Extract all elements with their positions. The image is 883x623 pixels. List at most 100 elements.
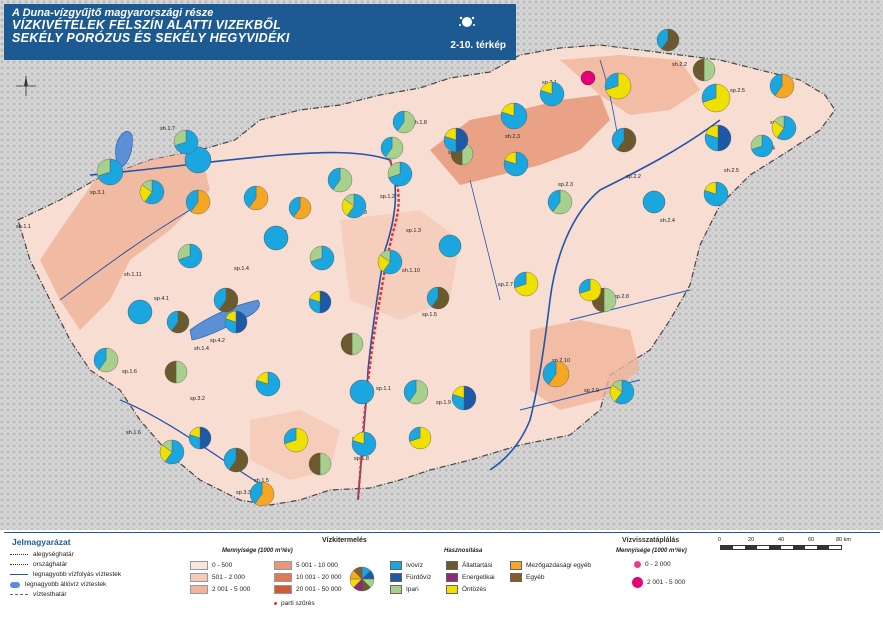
extraction-pie <box>309 245 335 271</box>
pie-slice <box>164 439 185 465</box>
pie-slice <box>293 196 312 220</box>
extraction-pie <box>184 146 212 174</box>
vizvissza-small-dot-icon <box>634 561 641 568</box>
legend-class-item: 0 - 500 <box>190 561 232 570</box>
pie-slice <box>397 110 416 134</box>
extraction-pie <box>769 73 795 99</box>
extraction-pie <box>380 136 404 160</box>
legend-class-label: 501 - 2 000 <box>212 574 245 581</box>
pie-slice <box>614 379 635 405</box>
extraction-pie <box>224 310 248 334</box>
pie-slice <box>352 431 365 445</box>
water-body-label: sp.1.9 <box>436 400 451 406</box>
vizvissza-big-dot-icon <box>632 577 643 588</box>
legend-line-label: víztesthatár <box>33 591 67 598</box>
pie-slice <box>514 271 539 297</box>
scale-bar: 0 20 40 60 80 km <box>718 537 860 555</box>
extraction-pie <box>327 167 353 193</box>
water-body-label: sp.4.2 <box>210 338 225 344</box>
pie-slice <box>548 360 570 388</box>
title-box: A Duna-vízgyűjtő magyarországi része VÍZ… <box>4 4 516 60</box>
water-body-label: sp.2.10 <box>552 358 570 364</box>
pie-slice <box>542 360 557 385</box>
extraction-pie <box>164 360 188 384</box>
pie-slice <box>353 566 363 580</box>
hasznositas-title: Hasznosítása <box>444 548 483 554</box>
vizkitermeles-mennyiseg: Mennyisége (1000 m³/év) <box>222 548 293 554</box>
pie-slice <box>185 189 199 212</box>
legend-class-item: 2 001 - 5 000 <box>190 585 250 594</box>
pie-slice <box>382 249 403 275</box>
legend-use-label: Fürdővíz <box>406 574 432 581</box>
extraction-pie <box>173 129 199 155</box>
lake-ferto <box>115 131 133 169</box>
water-body-label: sh.1.11 <box>124 272 142 278</box>
extraction-pie <box>503 151 529 177</box>
legend-class-label: 20 001 - 50 000 <box>296 586 342 593</box>
scale-tick-0: 0 <box>718 537 722 543</box>
pie-slice <box>703 58 716 82</box>
pie-slice <box>249 481 263 504</box>
extraction-pie <box>609 379 635 405</box>
region-mid-west <box>40 150 210 330</box>
region-high-north <box>430 95 610 185</box>
extraction-pie <box>403 379 429 405</box>
extraction-pie <box>177 243 203 269</box>
legend-use-label: Állattartási <box>462 562 493 569</box>
legend-use-swatch-icon <box>446 561 458 570</box>
pie-slice <box>776 115 797 141</box>
water-body-label: sp.3.3 <box>236 490 251 496</box>
extraction-pie <box>701 83 731 113</box>
legend-line-symbol-icon <box>10 564 28 565</box>
legend-class-item: 20 001 - 50 000 <box>274 585 342 594</box>
legend-use-swatch-icon <box>510 561 522 570</box>
legend-class-item: 501 - 2 000 <box>190 573 245 582</box>
extraction-pie <box>188 426 212 450</box>
legend-class-swatch-icon <box>190 561 208 570</box>
extraction-pie <box>578 278 602 302</box>
pie-slice <box>351 332 364 356</box>
extraction-pie <box>223 447 249 473</box>
river-zagyva <box>469 179 501 301</box>
pie-slice <box>283 427 297 444</box>
legend-sample-pie <box>349 566 375 592</box>
extraction-pie <box>249 481 275 507</box>
pie-slice <box>243 185 257 208</box>
extraction-pie <box>308 452 332 476</box>
pie-slice <box>604 72 619 91</box>
legend-use-label: Egyéb <box>526 574 545 581</box>
water-body-label: sh.1.10 <box>402 268 420 274</box>
extraction-pie <box>704 124 732 152</box>
pie-slice <box>579 278 602 302</box>
water-body-label: sp.1.1 <box>376 386 391 392</box>
pie-slice <box>408 426 421 442</box>
extraction-pie <box>387 161 413 187</box>
scale-tick-20: 20 <box>748 537 755 543</box>
water-body-label: sp.2.8 <box>614 294 629 300</box>
legend-line-item: országhatár <box>10 561 67 568</box>
legend-use-label: Mezőgazdasági egyéb <box>526 562 592 569</box>
extraction-pie <box>451 385 477 411</box>
extraction-pie <box>547 189 573 215</box>
legend-class-label: 0 - 500 <box>212 562 233 569</box>
extraction-pie <box>500 102 528 130</box>
water-body-label: sh.1.6 <box>126 430 141 436</box>
extraction-pies <box>93 28 797 507</box>
extraction-pie <box>604 72 632 100</box>
pie-slice <box>166 310 179 332</box>
pie-slice <box>164 360 177 384</box>
scale-tick-80: 80 km <box>836 537 851 543</box>
legend-use-label: Ivóvíz <box>406 562 423 569</box>
legend-use-swatch-icon <box>446 585 458 594</box>
pie-slice <box>431 286 450 310</box>
parti-label: parti szűrés <box>281 600 315 607</box>
pie-slice <box>228 447 249 473</box>
pie-slice <box>701 83 717 103</box>
legend-use-item: Ivóvíz <box>390 561 423 570</box>
extraction-pie <box>349 379 375 405</box>
legend-use-item: Ipari <box>390 585 419 594</box>
extraction-pie <box>692 58 716 82</box>
pie-slice <box>642 190 666 214</box>
water-body-label: sp.1.3 <box>406 228 421 234</box>
pie-slice <box>455 127 469 153</box>
